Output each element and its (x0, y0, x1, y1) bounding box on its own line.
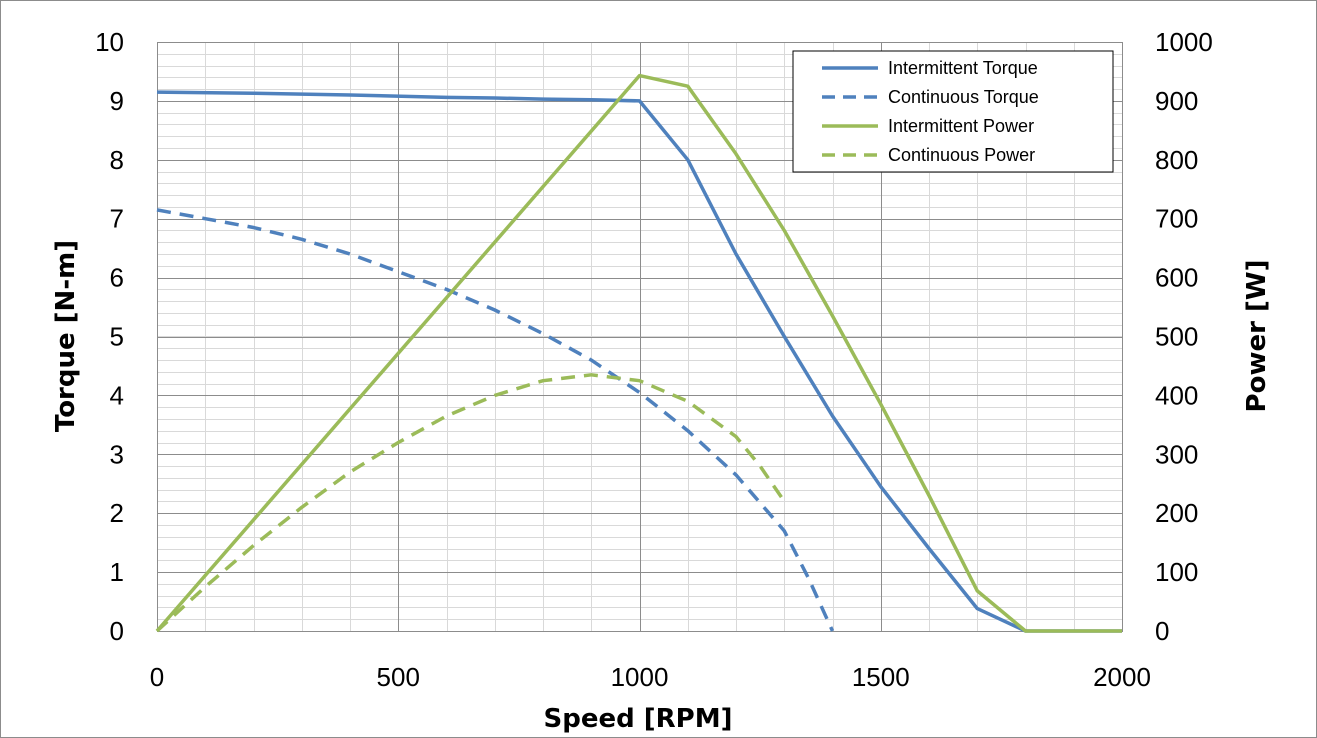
legend-label-intermittent-power: Intermittent Power (888, 116, 1034, 136)
right-tick-label: 600 (1155, 263, 1198, 293)
left-tick-label: 1 (110, 557, 124, 587)
legend-label-continuous-torque: Continuous Torque (888, 87, 1039, 107)
right-axis-title: Power [W] (1242, 260, 1272, 413)
left-axis-ticks: 0 1 2 3 4 5 6 7 8 9 10 (95, 27, 124, 646)
x-tick-label: 2000 (1093, 662, 1151, 692)
left-tick-label: 7 (110, 204, 124, 234)
series-line-continuous-torque (156, 208, 835, 632)
right-tick-label: 700 (1155, 204, 1198, 234)
legend-label-intermittent-torque: Intermittent Torque (888, 58, 1038, 78)
right-axis-ticks: 0 100 200 300 400 500 600 700 800 900 1000 (1155, 27, 1213, 646)
x-tick-label: 0 (150, 662, 164, 692)
right-tick-label: 100 (1155, 557, 1198, 587)
right-tick-label: 200 (1155, 498, 1198, 528)
left-tick-label: 0 (110, 616, 124, 646)
series-line-continuous-power (155, 373, 786, 633)
left-tick-label: 5 (110, 322, 124, 352)
left-tick-label: 2 (110, 498, 124, 528)
left-tick-label: 8 (110, 145, 124, 175)
left-tick-label: 6 (110, 263, 124, 293)
x-tick-label: 1500 (852, 662, 910, 692)
x-tick-label: 1000 (611, 662, 669, 692)
right-tick-label: 300 (1155, 439, 1198, 469)
left-tick-label: 4 (110, 380, 124, 410)
legend: Intermittent Torque Continuous Torque Inte… (792, 50, 1114, 173)
series-layer (155, 73, 1122, 633)
right-tick-label: 900 (1155, 86, 1198, 116)
series-line-intermittent-torque (156, 90, 1122, 633)
major-gridlines (157, 42, 1123, 632)
right-tick-label: 500 (1155, 322, 1198, 352)
left-tick-label: 10 (95, 27, 124, 57)
plot-area-border (157, 42, 1123, 632)
left-tick-label: 9 (110, 86, 124, 116)
series-line-intermittent-power (155, 73, 1122, 633)
left-axis-title: Torque [N-m] (51, 240, 81, 432)
right-tick-label: 0 (1155, 616, 1169, 646)
left-tick-label: 3 (110, 439, 124, 469)
x-axis-ticks: 0 500 1000 1500 2000 (150, 662, 1151, 692)
right-tick-label: 1000 (1155, 27, 1213, 57)
right-tick-label: 800 (1155, 145, 1198, 175)
legend-box (792, 50, 1114, 173)
legend-label-continuous-power: Continuous Power (888, 145, 1035, 165)
x-tick-label: 500 (377, 662, 420, 692)
right-tick-label: 400 (1155, 380, 1198, 410)
x-axis-title: Speed [RPM] (544, 704, 733, 734)
